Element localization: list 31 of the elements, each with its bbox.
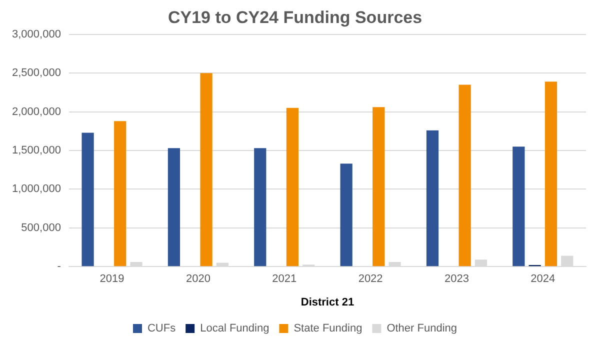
x-axis-title: District 21 xyxy=(300,296,354,308)
bar xyxy=(254,148,266,266)
legend-label: CUFs xyxy=(147,322,176,335)
y-tick-label: 2,500,000 xyxy=(12,67,61,80)
chart-title: CY19 to CY24 Funding Sources xyxy=(168,8,422,27)
x-tick-label: 2022 xyxy=(358,273,383,286)
y-tick-label: - xyxy=(57,260,62,273)
bar xyxy=(544,82,558,266)
legend-label: Other Funding xyxy=(386,322,458,335)
bar xyxy=(200,73,212,266)
bar xyxy=(426,130,439,266)
x-tick-label: 2023 xyxy=(444,273,469,286)
y-tick-label: 1,000,000 xyxy=(12,183,61,196)
y-tick-label: 3,000,000 xyxy=(12,28,61,40)
y-tick-label: 500,000 xyxy=(21,222,61,234)
bar xyxy=(114,121,126,266)
bar xyxy=(168,148,180,266)
x-tick-label: 2024 xyxy=(530,273,556,286)
x-tick-label: 2020 xyxy=(186,273,210,286)
bar xyxy=(340,164,352,266)
bar xyxy=(82,132,94,266)
y-tick-label: 2,000,000 xyxy=(12,106,61,118)
bar xyxy=(458,84,471,266)
bar xyxy=(512,146,525,266)
x-tick-label: 2021 xyxy=(272,273,297,286)
y-tick-label: 1,500,000 xyxy=(12,144,61,157)
legend-label: State Funding xyxy=(294,322,362,335)
legend-label: Local Funding xyxy=(200,322,270,335)
x-tick-label: 2019 xyxy=(100,273,124,286)
bar xyxy=(286,108,299,266)
bar xyxy=(372,107,385,266)
